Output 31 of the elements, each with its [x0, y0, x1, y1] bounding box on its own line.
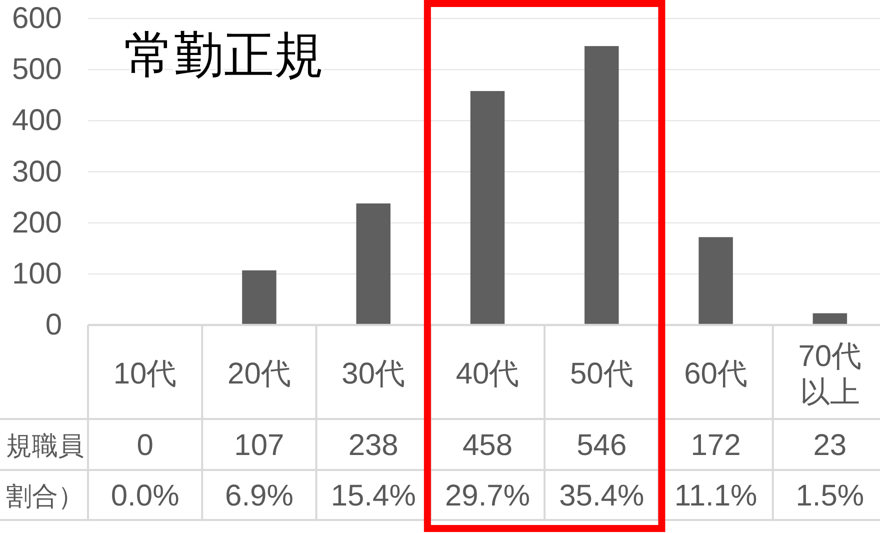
ytick: 400 — [12, 104, 62, 138]
category: 40代 — [456, 358, 520, 390]
ytick: 100 — [12, 257, 62, 290]
category: 20代 — [228, 358, 291, 390]
annotation: 割合） — [6, 481, 84, 511]
data-label: 172 — [690, 429, 741, 462]
annotation: 15.4% — [330, 480, 416, 512]
ytick: 500 — [12, 53, 62, 86]
ytick: 200 — [12, 206, 62, 240]
ytick: 300 — [12, 155, 62, 188]
annotation: 1.5% — [796, 480, 864, 512]
data-label: 107 — [234, 429, 284, 462]
annotation: 0.0% — [110, 480, 180, 512]
annotation: 6.9% — [225, 480, 294, 512]
category: 70代以上 — [798, 340, 862, 408]
data-label: 0 — [136, 429, 154, 462]
ytick: 0 — [45, 308, 62, 342]
annotation: 29.7% — [444, 480, 530, 512]
series-name: 規職員 — [6, 430, 84, 460]
data-label: 238 — [348, 429, 398, 462]
data-label: 458 — [462, 429, 513, 462]
category: 60代 — [684, 358, 748, 390]
annotation: 11.1% — [674, 480, 758, 512]
data-label: 546 — [576, 429, 627, 462]
ytick: 600 — [12, 2, 62, 35]
category: 10代 — [113, 358, 177, 390]
category: 50代 — [570, 358, 634, 390]
title: 常勤正規 — [124, 27, 324, 83]
annotation: 35.4% — [559, 480, 644, 512]
data-label: 23 — [813, 429, 847, 462]
category: 30代 — [342, 358, 406, 390]
